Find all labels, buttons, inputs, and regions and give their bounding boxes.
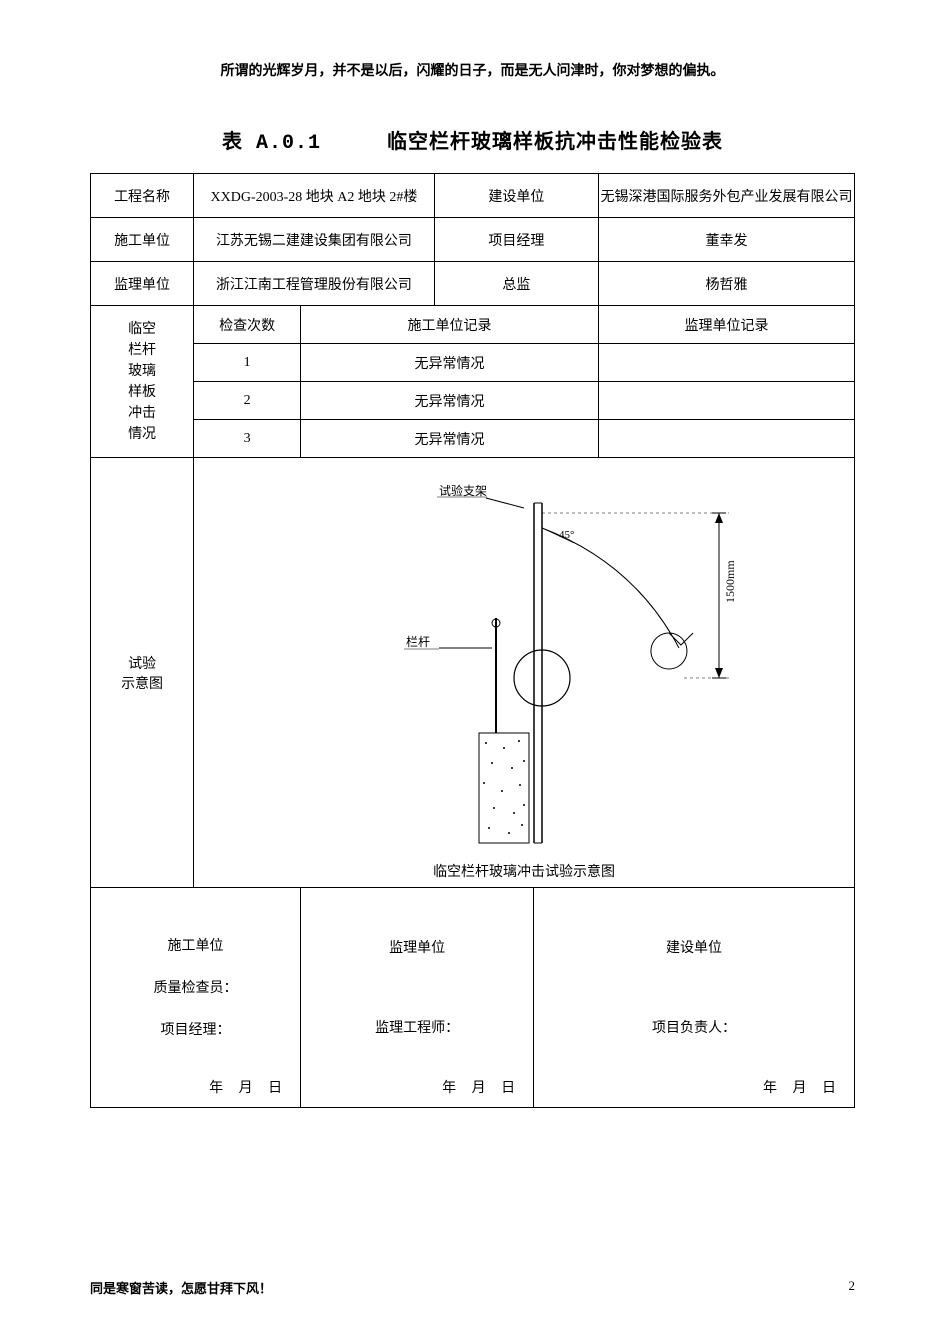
sig-supervise-eng: 监理工程师： bbox=[301, 1017, 533, 1037]
label-check-count: 检查次数 bbox=[194, 306, 301, 344]
table-title: 表 A.0.1 临空栏杆玻璃样板抗冲击性能检验表 bbox=[90, 125, 855, 155]
value-dev-unit: 无锡深港国际服务外包产业发展有限公司 bbox=[599, 174, 855, 218]
footer-text: 同是寒窗苦读，怎愿甘拜下风！ bbox=[90, 1281, 272, 1296]
label-construct-record: 施工单位记录 bbox=[301, 306, 599, 344]
check-record: 无异常情况 bbox=[301, 344, 599, 382]
value-construct-unit: 江苏无锡二建建设集团有限公司 bbox=[194, 218, 435, 262]
sig-construct-cell: 施工单位 质量检查员： 项目经理： 年 月 日 bbox=[91, 888, 301, 1108]
diagram-cell: 试验支架 45° 栏杆 1500mm bbox=[194, 458, 855, 888]
value-project-name: XXDG-2003-28 地块 A2 地块 2#楼 bbox=[194, 174, 435, 218]
header-quote: 所谓的光辉岁月，并不是以后，闪耀的日子，而是无人问津时，你对梦想的偏执。 bbox=[90, 60, 855, 80]
label-dev-unit: 建设单位 bbox=[434, 174, 598, 218]
sig-supervise-unit: 监理单位 bbox=[301, 937, 533, 957]
check-number: 1 bbox=[194, 344, 301, 382]
label-director: 总监 bbox=[434, 262, 598, 306]
sig-date: 年 月 日 bbox=[763, 1077, 842, 1097]
diagram-height-label: 1500mm bbox=[723, 559, 737, 602]
diagram-row: 试验 示意图 bbox=[91, 458, 855, 888]
label-impact-group: 临空 栏杆 玻璃 样板 冲击 情况 bbox=[91, 306, 194, 458]
sig-supervise-cell: 监理单位 监理工程师： 年 月 日 bbox=[301, 888, 534, 1108]
sig-dev-cell: 建设单位 项目负责人： 年 月 日 bbox=[534, 888, 855, 1108]
table-row: 施工单位 江苏无锡二建建设集团有限公司 项目经理 董幸发 bbox=[91, 218, 855, 262]
value-supervise-unit: 浙江江南工程管理股份有限公司 bbox=[194, 262, 435, 306]
check-record: 无异常情况 bbox=[301, 382, 599, 420]
value-pm: 董幸发 bbox=[599, 218, 855, 262]
sig-pm: 项目经理： bbox=[91, 1019, 300, 1039]
check-supervise bbox=[599, 420, 855, 458]
sig-date: 年 月 日 bbox=[209, 1077, 288, 1097]
table-row: 工程名称 XXDG-2003-28 地块 A2 地块 2#楼 建设单位 无锡深港… bbox=[91, 174, 855, 218]
table-row: 3 无异常情况 bbox=[91, 420, 855, 458]
inspection-table: 工程名称 XXDG-2003-28 地块 A2 地块 2#楼 建设单位 无锡深港… bbox=[90, 173, 855, 1108]
label-pm: 项目经理 bbox=[434, 218, 598, 262]
label-supervise-unit: 监理单位 bbox=[91, 262, 194, 306]
page-number: 2 bbox=[849, 1278, 856, 1294]
label-diagram: 试验 示意图 bbox=[91, 458, 194, 888]
label-construct-unit: 施工单位 bbox=[91, 218, 194, 262]
check-supervise bbox=[599, 382, 855, 420]
table-row: 1 无异常情况 bbox=[91, 344, 855, 382]
label-supervise-record: 监理单位记录 bbox=[599, 306, 855, 344]
check-number: 2 bbox=[194, 382, 301, 420]
sig-date: 年 月 日 bbox=[442, 1077, 521, 1097]
table-row: 监理单位 浙江江南工程管理股份有限公司 总监 杨哲雅 bbox=[91, 262, 855, 306]
sig-proj-lead: 项目负责人： bbox=[534, 1017, 854, 1037]
table-number: 表 A.0.1 bbox=[222, 132, 321, 155]
signature-row: 施工单位 质量检查员： 项目经理： 年 月 日 监理单位 监理工程师： 年 月 … bbox=[91, 888, 855, 1108]
diagram-angle-label: 45° bbox=[559, 529, 574, 541]
value-director: 杨哲雅 bbox=[599, 262, 855, 306]
sig-dev-unit: 建设单位 bbox=[534, 937, 854, 957]
sig-qc: 质量检查员： bbox=[91, 977, 300, 997]
diagram-rail-label: 栏杆 bbox=[406, 634, 430, 649]
check-record: 无异常情况 bbox=[301, 420, 599, 458]
page: 所谓的光辉岁月，并不是以后，闪耀的日子，而是无人问津时，你对梦想的偏执。 表 A… bbox=[0, 0, 945, 1337]
table-title-text: 临空栏杆玻璃样板抗冲击性能检验表 bbox=[387, 131, 723, 153]
table-row: 临空 栏杆 玻璃 样板 冲击 情况 检查次数 施工单位记录 监理单位记录 bbox=[91, 306, 855, 344]
label-project-name: 工程名称 bbox=[91, 174, 194, 218]
sig-construct-unit: 施工单位 bbox=[91, 935, 300, 955]
diagram-caption: 临空栏杆玻璃冲击试验示意图 bbox=[194, 861, 854, 881]
table-row: 2 无异常情况 bbox=[91, 382, 855, 420]
footer: 同是寒窗苦读，怎愿甘拜下风！ 2 bbox=[90, 1278, 855, 1297]
check-supervise bbox=[599, 344, 855, 382]
diagram-frame-label: 试验支架 bbox=[439, 483, 487, 498]
impact-test-diagram: 试验支架 45° 栏杆 1500mm bbox=[264, 473, 784, 873]
check-number: 3 bbox=[194, 420, 301, 458]
